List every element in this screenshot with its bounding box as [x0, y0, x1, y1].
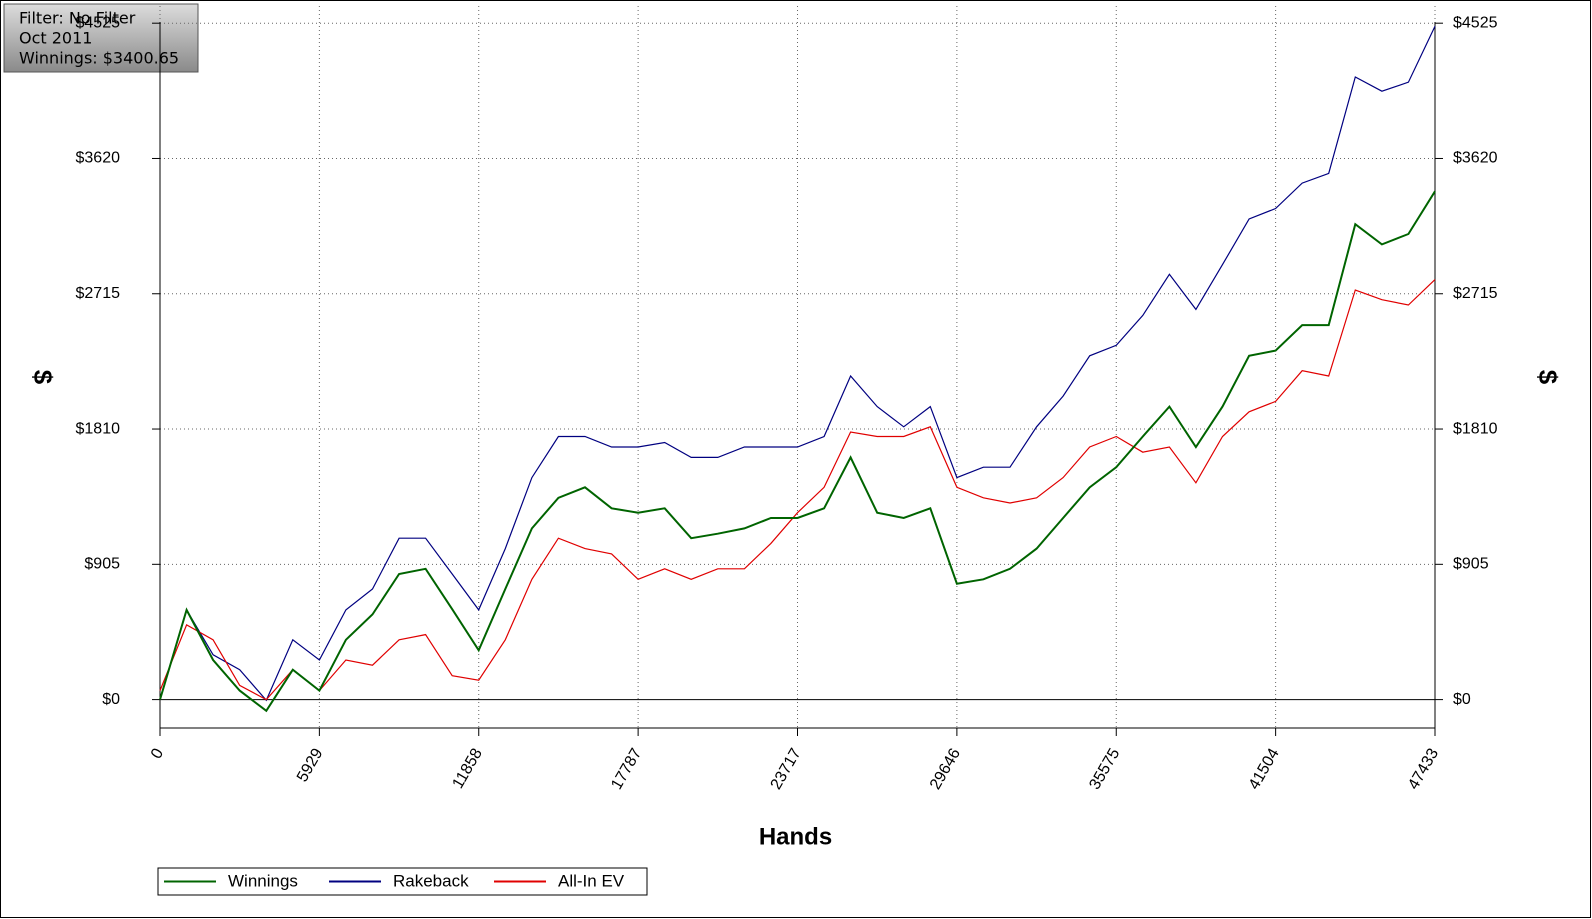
info-text: Winnings: $3400.65 — [19, 49, 179, 68]
y2-tick-label: $905 — [1453, 556, 1489, 573]
legend-label: Winnings — [228, 871, 298, 890]
y2-tick-label: $0 — [1453, 691, 1471, 708]
series-line — [159, 190, 1436, 713]
y-tick-label: $1810 — [76, 420, 121, 437]
y2-tick-label: $1810 — [1453, 420, 1498, 437]
y-tick-label: $2715 — [76, 285, 121, 302]
info-text: Oct 2011 — [19, 29, 92, 48]
x-axis-label: Hands — [759, 823, 832, 850]
y2-tick-label: $2715 — [1453, 285, 1498, 302]
y-tick-label: $0 — [102, 691, 120, 708]
info-text: Filter: No Filter — [19, 9, 136, 28]
y2-axis-label: $ — [1533, 370, 1563, 385]
y-axis-label: $ — [28, 370, 58, 385]
series-line — [159, 25, 1436, 702]
y2-tick-label: $4525 — [1453, 14, 1498, 31]
y2-tick-label: $3620 — [1453, 150, 1498, 167]
info-box — [3, 3, 199, 73]
legend-label: Rakeback — [393, 871, 469, 890]
series-line — [159, 279, 1436, 701]
legend-box — [157, 867, 648, 896]
y-tick-label: $905 — [84, 556, 120, 573]
y-tick-label: $4525 — [76, 14, 121, 31]
y-tick-label: $3620 — [76, 150, 121, 167]
legend-label: All-In EV — [558, 871, 625, 890]
